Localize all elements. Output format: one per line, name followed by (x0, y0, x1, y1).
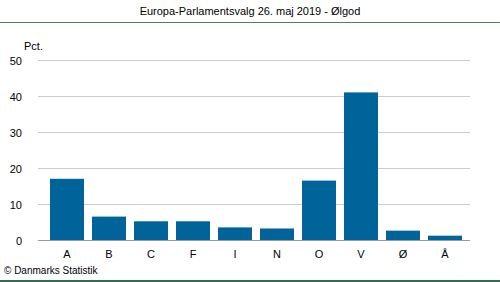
bar (428, 236, 462, 240)
x-tick-label: Ø (399, 248, 408, 260)
grid-line (38, 240, 470, 241)
x-tick-label: V (357, 248, 365, 260)
bar (92, 217, 126, 240)
x-tick-label: I (233, 248, 236, 260)
x-tick-label: A (63, 248, 71, 260)
x-tick-label: N (273, 248, 281, 260)
bar (260, 228, 294, 240)
y-tick-label: 50 (10, 55, 22, 67)
bar (50, 179, 84, 240)
grid-line (38, 60, 470, 61)
title: Europa-Parlamentsvalg 26. maj 2019 - Ølg… (140, 5, 361, 17)
y-tick-label: 20 (10, 163, 22, 175)
y-label: Pct. (24, 40, 43, 52)
x-tick-label: B (105, 248, 112, 260)
chart: Europa-Parlamentsvalg 26. maj 2019 - Ølg… (0, 0, 500, 282)
y-tick-label: 10 (10, 199, 22, 211)
source: © Danmarks Statistik (4, 265, 99, 276)
bar (302, 181, 336, 240)
grid-line (38, 168, 470, 169)
bars (50, 92, 462, 240)
grid-line (38, 132, 470, 133)
chart-container: Europa-Parlamentsvalg 26. maj 2019 - Ølg… (0, 0, 500, 282)
grid-line (38, 96, 470, 97)
bar (218, 227, 252, 240)
y-tick-label: 0 (16, 235, 22, 247)
bottom-rule (0, 280, 500, 282)
top-rule (0, 22, 500, 23)
bar (134, 221, 168, 240)
x-tick-label: O (315, 248, 324, 260)
x-tick-label: Å (441, 248, 449, 260)
bar (386, 231, 420, 240)
bar (344, 92, 378, 240)
bar (176, 221, 210, 240)
y-tick-label: 30 (10, 127, 22, 139)
x-tick-label: C (147, 248, 155, 260)
x-tick-label: F (190, 248, 197, 260)
y-tick-label: 40 (10, 91, 22, 103)
grid-line (38, 204, 470, 205)
